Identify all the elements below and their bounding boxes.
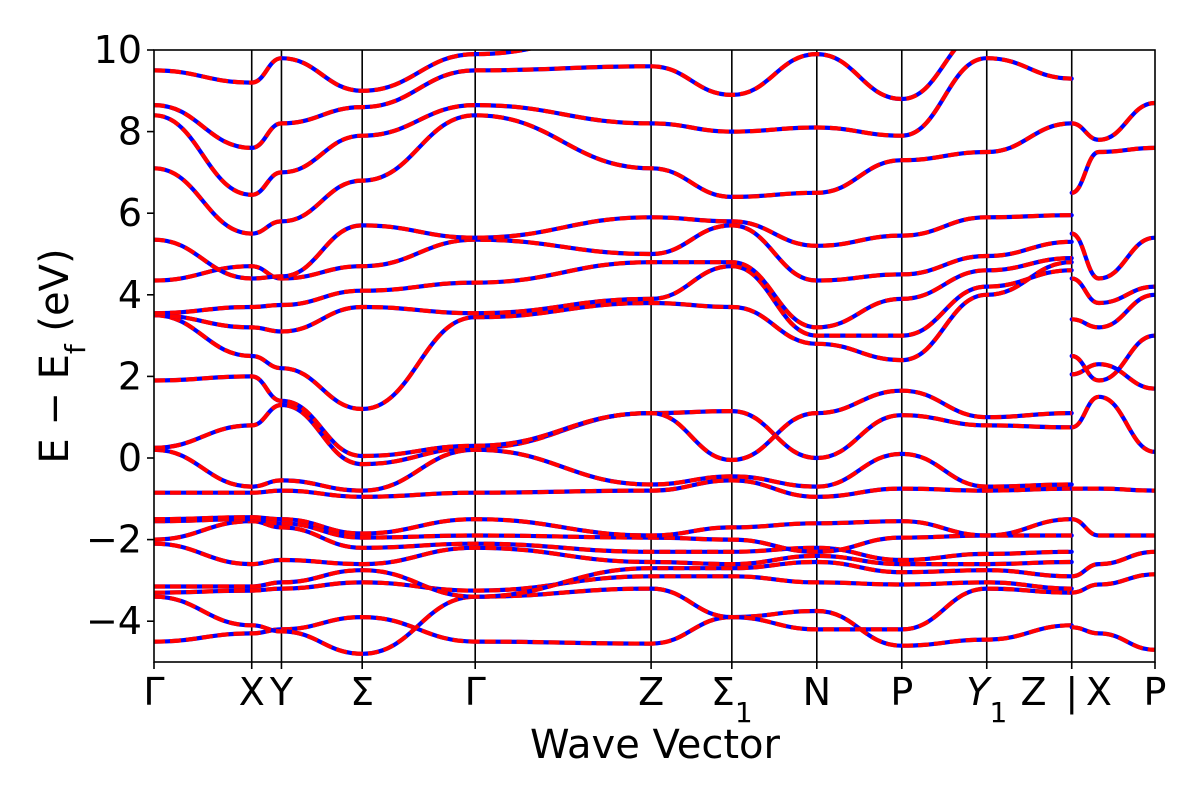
band-line-dashed: [154, 260, 1072, 412]
band-line-dashed: [154, 559, 1072, 599]
band-line-dashed: [154, 608, 1072, 648]
x-tick-label: P: [890, 670, 913, 714]
band-line-dashed: [154, 264, 1072, 338]
band-line-dashed: [1071, 517, 1155, 538]
x-tick-label: |: [1065, 670, 1078, 715]
band-line-dashed: [154, 50, 958, 150]
band-line-solid: [154, 447, 1074, 493]
band-line-dashed: [154, 56, 1072, 197]
band-line-dashed: [1071, 362, 1155, 391]
band-line-dashed: [154, 478, 1072, 499]
band-line-dashed: [1071, 625, 1155, 652]
band-line-dashed: [154, 402, 1072, 467]
y-tick-label: 0: [118, 436, 142, 480]
band-line-dashed: [1071, 572, 1155, 595]
y-axis-title: E − Ef (eV): [32, 248, 92, 463]
band-line-solid: [1069, 517, 1155, 538]
x-tick-label: N: [803, 670, 831, 714]
x-tick-label: Y1: [966, 670, 1007, 729]
band-line-dashed: [154, 519, 1072, 563]
band-line-dashed: [1071, 549, 1155, 579]
band-line-solid: [154, 113, 1074, 236]
band-line-solid: [154, 402, 1074, 467]
y-tick-label: −4: [86, 599, 142, 643]
y-axis-ticks: −4 −2 0 2 4 6 8 10: [86, 28, 154, 643]
band-line-solid: [1069, 394, 1155, 454]
band-line-dashed: [154, 515, 1072, 538]
y-tick-label: −2: [86, 518, 142, 562]
x-axis-title: Wave Vector: [530, 722, 781, 768]
plot-frame: [153, 49, 1156, 663]
band-line-dashed: [154, 256, 1072, 330]
band-line-dashed: [154, 223, 1072, 283]
y-tick-label: 2: [118, 354, 142, 398]
band-line-dashed: [1071, 276, 1155, 306]
x-tick-label: Γ: [143, 670, 164, 714]
band-line-dashed: [154, 113, 1072, 236]
band-line-dashed: [154, 517, 1072, 554]
band-lines: [154, 50, 1155, 656]
band-line-dashed: [154, 586, 1072, 656]
band-line-dashed: [1071, 486, 1155, 493]
x-tick-label: Σ1: [711, 670, 753, 729]
x-tick-label: Z: [638, 670, 664, 714]
x-tick-label: X: [239, 670, 265, 714]
y-tick-label: 8: [118, 110, 142, 154]
band-line-solid: [1069, 549, 1155, 579]
y-tick-label: 10: [94, 28, 142, 72]
x-tick-label: P: [1144, 670, 1167, 714]
band-line-dashed: [1070, 231, 1155, 281]
x-axis-ticks: Γ X Y Σ Γ Z Σ1 N P Y1 Z | X P: [143, 662, 1166, 729]
band-line-dashed: [154, 50, 534, 93]
x-tick-label: Z: [1020, 670, 1046, 714]
band-line-dashed: [154, 213, 1072, 281]
y-tick-label: 6: [118, 191, 142, 235]
band-line-solid: [154, 260, 1074, 412]
x-tick-label: Γ: [465, 670, 486, 714]
y-tick-label: 4: [118, 273, 142, 317]
band-line-dashed: [154, 447, 1072, 493]
x-tick-label: Σ: [350, 670, 374, 714]
x-tick-label: Y: [269, 670, 294, 714]
x-tick-label: X: [1086, 670, 1112, 714]
band-line-dashed: [154, 574, 1072, 595]
band-line-dashed: [1071, 100, 1155, 142]
band-line-solid: [1069, 145, 1155, 195]
band-line-dashed: [1071, 394, 1155, 454]
band-line-dashed: [1071, 333, 1155, 383]
band-line-dashed: [1071, 145, 1155, 195]
band-line-solid: [154, 50, 958, 150]
band-line-dashed: [154, 541, 1072, 567]
band-line-dashed: [1071, 292, 1155, 330]
band-line-dashed: [154, 374, 1072, 463]
